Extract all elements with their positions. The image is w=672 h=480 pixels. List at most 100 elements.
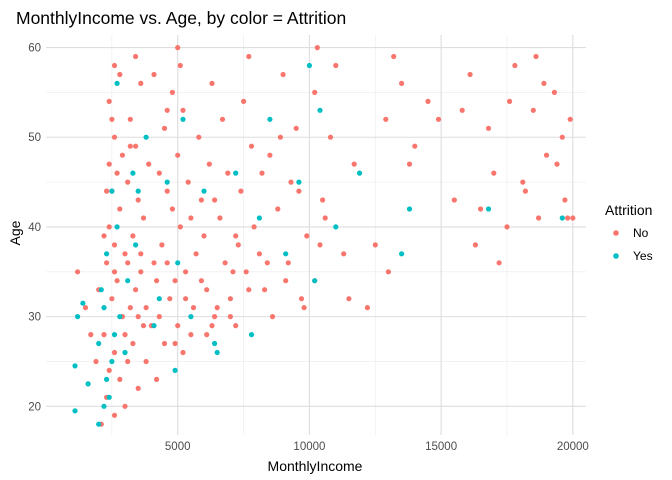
data-point — [140, 215, 147, 221]
data-point — [127, 143, 133, 149]
data-point — [177, 224, 183, 230]
data-point — [180, 116, 186, 122]
data-point — [138, 251, 144, 257]
data-point — [225, 170, 231, 176]
data-point — [114, 80, 120, 86]
data-point — [346, 296, 352, 302]
data-point — [114, 170, 120, 176]
data-point — [238, 188, 244, 194]
data-point — [435, 116, 442, 122]
x-tick-label: 15000 — [425, 441, 457, 453]
data-point — [512, 62, 518, 69]
data-point — [109, 188, 115, 194]
data-point — [259, 170, 265, 176]
data-point — [320, 197, 326, 203]
data-point — [543, 152, 550, 158]
data-point — [554, 161, 560, 167]
data-point — [82, 305, 89, 311]
y-tick-label: 50 — [28, 132, 41, 144]
legend-label-yes: Yes — [633, 249, 653, 263]
data-point — [159, 242, 165, 248]
data-point — [188, 314, 194, 320]
data-point — [156, 170, 162, 176]
data-point — [425, 98, 431, 104]
data-point — [93, 358, 99, 365]
data-point — [333, 62, 339, 69]
data-point — [256, 251, 262, 257]
data-point — [154, 376, 160, 382]
data-point — [333, 224, 339, 230]
data-point — [507, 98, 513, 104]
data-point — [285, 260, 291, 266]
data-point — [175, 45, 181, 51]
y-tick-label: 40 — [28, 222, 41, 234]
legend-title: Attrition — [605, 202, 652, 218]
data-point — [175, 260, 181, 266]
data-point — [130, 340, 136, 347]
data-point — [111, 349, 118, 356]
data-point — [133, 143, 139, 149]
y-tick-label: 60 — [28, 43, 41, 55]
data-point — [101, 305, 107, 311]
data-point — [227, 296, 233, 302]
data-point — [491, 170, 497, 176]
data-point — [135, 188, 141, 194]
data-point — [196, 134, 202, 140]
data-point — [472, 242, 478, 248]
data-point — [88, 332, 94, 338]
data-point — [298, 296, 305, 302]
y-axis-title: Age — [7, 220, 23, 245]
data-point — [111, 332, 118, 338]
data-point — [277, 134, 283, 140]
data-point — [114, 224, 120, 230]
data-point — [96, 340, 102, 347]
data-point — [117, 71, 123, 78]
data-point — [140, 323, 147, 329]
data-point — [151, 71, 157, 78]
data-point — [283, 251, 289, 257]
data-point — [275, 206, 281, 212]
data-point — [98, 287, 104, 293]
data-point — [312, 89, 318, 95]
data-point — [125, 278, 131, 284]
data-point — [109, 358, 115, 365]
data-point — [101, 332, 107, 338]
data-point — [283, 278, 289, 284]
data-point — [151, 260, 157, 266]
data-point — [504, 224, 510, 230]
data-point — [227, 314, 233, 320]
data-point — [567, 116, 573, 122]
data-point — [233, 170, 239, 176]
data-point — [296, 188, 302, 194]
data-point — [235, 242, 241, 248]
data-point — [256, 215, 262, 221]
data-point — [122, 332, 128, 338]
data-point — [133, 242, 139, 248]
data-point — [143, 134, 149, 140]
data-point — [551, 89, 558, 95]
data-point — [125, 260, 131, 266]
data-point — [206, 161, 212, 167]
data-point — [164, 188, 170, 194]
x-tick-label: 10000 — [293, 441, 325, 453]
data-point — [193, 251, 199, 257]
data-point — [138, 269, 144, 275]
data-point — [188, 332, 194, 338]
data-point — [269, 314, 276, 320]
data-point — [167, 296, 173, 302]
data-point — [106, 367, 112, 373]
data-point — [212, 197, 218, 203]
data-point — [72, 363, 78, 369]
data-point — [251, 224, 257, 230]
data-point — [327, 134, 334, 140]
data-point — [75, 269, 81, 275]
data-point — [109, 116, 115, 122]
data-point — [161, 125, 168, 131]
data-point — [80, 300, 86, 306]
data-point — [151, 323, 157, 329]
data-point — [188, 215, 194, 221]
data-point — [496, 260, 502, 266]
data-point — [104, 188, 110, 194]
data-point — [522, 188, 529, 194]
